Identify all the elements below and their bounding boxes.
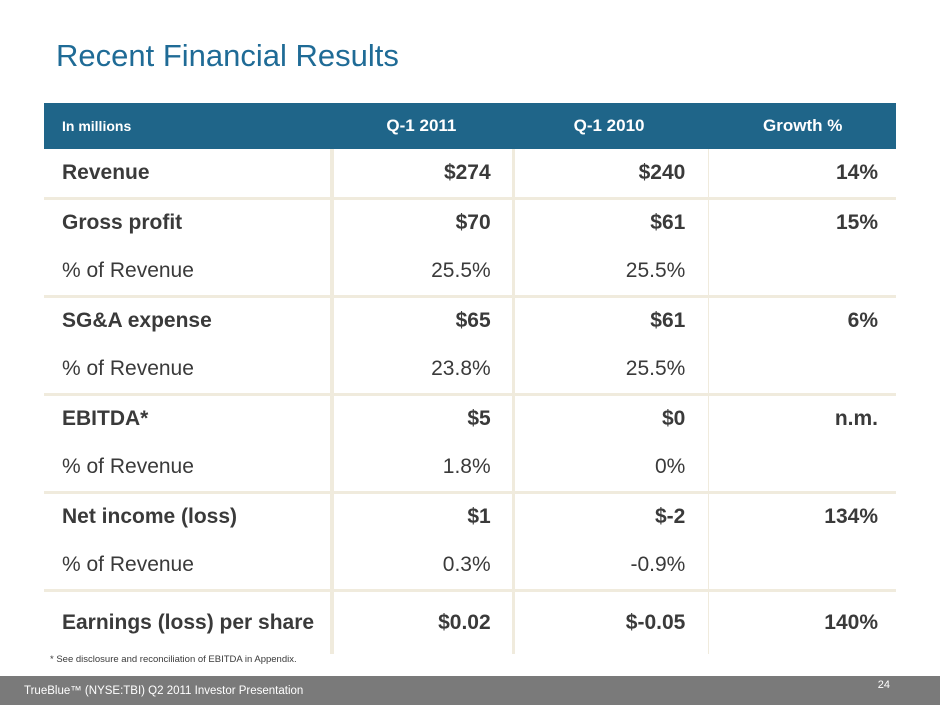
- cell-q1-2010: $240: [514, 149, 704, 197]
- cell-q1-2011: $1: [333, 493, 509, 541]
- footnote: * See disclosure and reconciliation of E…: [50, 654, 297, 665]
- financial-results-table: In millions Q-1 2011 Q-1 2010 Growth % R…: [44, 103, 896, 654]
- row-label: Net income (loss): [44, 493, 328, 541]
- table-group-eps: Earnings (loss) per share $0.02 $-0.05 1…: [44, 591, 896, 654]
- table-row: Gross profit $70 $61 15%: [44, 199, 896, 247]
- table-group-gross-profit: Gross profit $70 $61 15% % of Revenue 25…: [44, 199, 896, 298]
- cell-growth: 140%: [709, 591, 896, 654]
- footer-bar: TrueBlue™ (NYSE:TBI) Q2 2011 Investor Pr…: [0, 676, 940, 705]
- table-group-revenue: Revenue $274 $240 14%: [44, 149, 896, 200]
- cell-q1-2011: $70: [333, 199, 509, 247]
- header-units: In millions: [62, 118, 132, 134]
- cell-q1-2011: 0.3%: [333, 541, 509, 589]
- row-label: Revenue: [44, 149, 328, 197]
- cell-q1-2011: 25.5%: [333, 247, 509, 295]
- header-growth: Growth %: [763, 116, 843, 135]
- row-label: Earnings (loss) per share: [44, 591, 328, 654]
- table-group-ebitda: EBITDA* $5 $0 n.m. % of Revenue 1.8% 0%: [44, 395, 896, 494]
- row-label: % of Revenue: [44, 247, 328, 295]
- cell-q1-2011: $5: [333, 395, 509, 443]
- header-q1-2010: Q-1 2010: [573, 116, 645, 135]
- cell-q1-2010: 25.5%: [514, 247, 704, 295]
- table-row: SG&A expense $65 $61 6%: [44, 297, 896, 345]
- cell-q1-2010: 0%: [514, 443, 704, 491]
- row-label: % of Revenue: [44, 443, 328, 491]
- page-number: 24: [877, 679, 890, 691]
- header-q1-2011: Q-1 2011: [386, 116, 457, 135]
- cell-growth: 14%: [709, 149, 896, 197]
- cell-q1-2011: 23.8%: [333, 345, 509, 393]
- cell-q1-2011: $65: [333, 297, 509, 345]
- table-row: Revenue $274 $240 14%: [44, 149, 896, 197]
- cell-growth: 134%: [709, 493, 896, 541]
- table-row: Net income (loss) $1 $-2 134%: [44, 493, 896, 541]
- cell-q1-2010: $61: [514, 297, 704, 345]
- cell-q1-2010: -0.9%: [514, 541, 704, 589]
- row-label: % of Revenue: [44, 345, 328, 393]
- cell-growth: [709, 541, 896, 589]
- cell-q1-2010: $61: [514, 199, 704, 247]
- table-row: % of Revenue 25.5% 25.5%: [44, 247, 896, 295]
- footer-text: TrueBlue™ (NYSE:TBI) Q2 2011 Investor Pr…: [24, 685, 304, 697]
- cell-q1-2010: 25.5%: [514, 345, 704, 393]
- cell-q1-2011: $0.02: [333, 591, 509, 654]
- page-title: Recent Financial Results: [56, 38, 399, 73]
- cell-growth: [709, 345, 896, 393]
- cell-q1-2011: 1.8%: [333, 443, 509, 491]
- table-header-row: In millions Q-1 2011 Q-1 2010 Growth %: [44, 103, 896, 149]
- table-row: EBITDA* $5 $0 n.m.: [44, 395, 896, 443]
- table-group-net-income: Net income (loss) $1 $-2 134% % of Reven…: [44, 493, 896, 592]
- cell-growth: [709, 443, 896, 491]
- cell-q1-2011: $274: [333, 149, 509, 197]
- cell-growth: 6%: [709, 297, 896, 345]
- row-label: SG&A expense: [44, 297, 328, 345]
- cell-growth: [709, 247, 896, 295]
- table-row: % of Revenue 23.8% 25.5%: [44, 345, 896, 393]
- cell-q1-2010: $0: [514, 395, 704, 443]
- cell-growth: n.m.: [709, 395, 896, 443]
- table-row: Earnings (loss) per share $0.02 $-0.05 1…: [44, 591, 896, 654]
- row-label: % of Revenue: [44, 541, 328, 589]
- table-row: % of Revenue 0.3% -0.9%: [44, 541, 896, 589]
- table-row: % of Revenue 1.8% 0%: [44, 443, 896, 491]
- cell-growth: 15%: [709, 199, 896, 247]
- table-group-sga: SG&A expense $65 $61 6% % of Revenue 23.…: [44, 297, 896, 396]
- cell-q1-2010: $-0.05: [514, 591, 704, 654]
- row-label: Gross profit: [44, 199, 328, 247]
- row-label: EBITDA*: [44, 395, 328, 443]
- cell-q1-2010: $-2: [514, 493, 704, 541]
